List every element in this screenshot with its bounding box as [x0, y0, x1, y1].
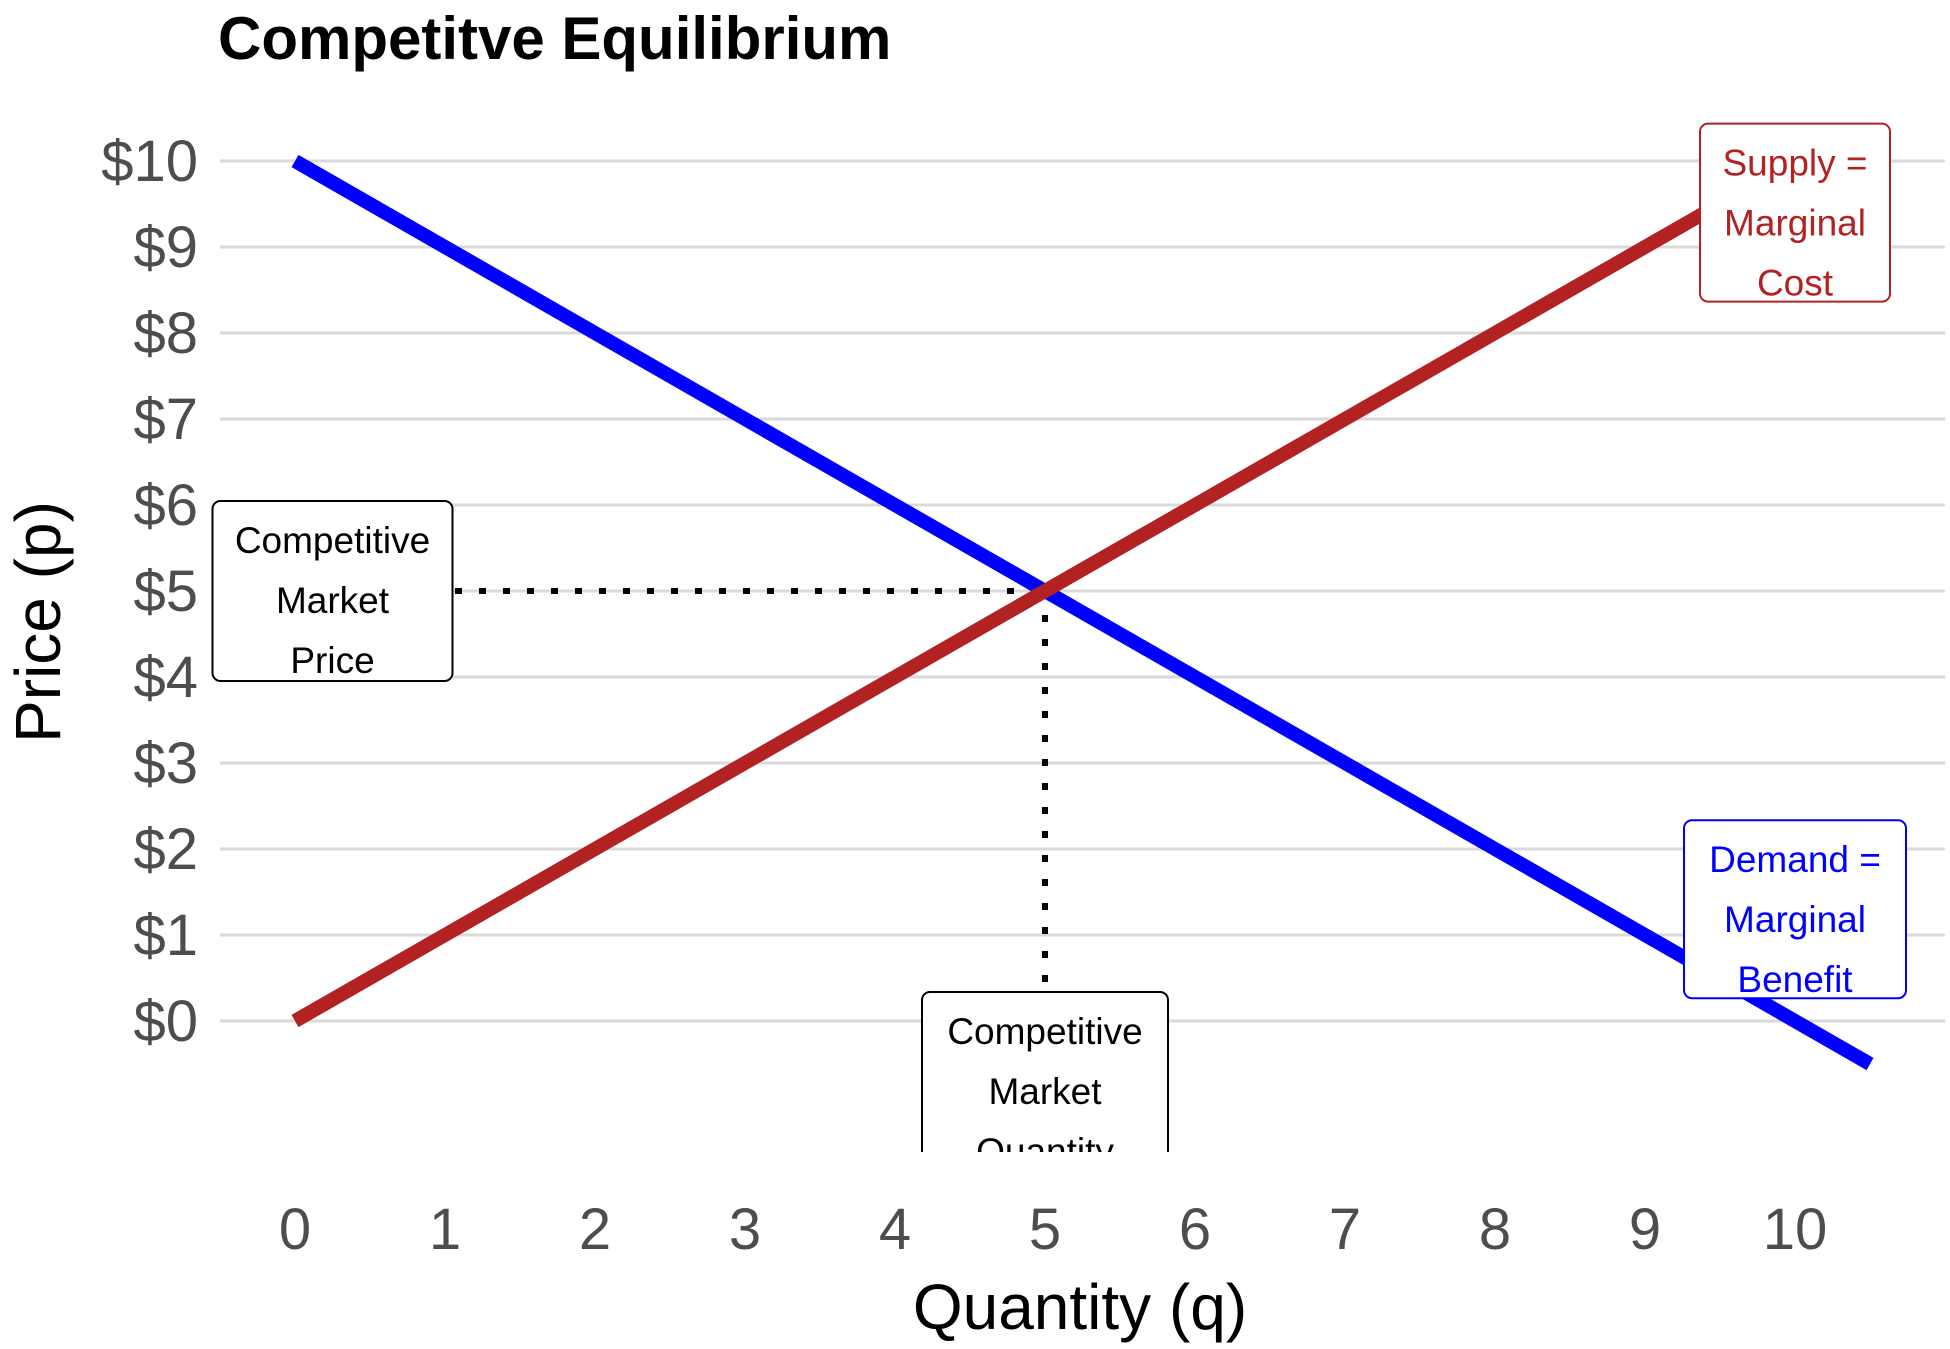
x-axis-ticks: 0 1 2 3 4 5 6 7 8 9 10 [279, 1197, 1827, 1262]
x-tick-label-4: 4 [879, 1197, 911, 1262]
demand-label-lines: Demand = Marginal Benefit [1709, 839, 1881, 1000]
equilibrium-guides [455, 588, 1048, 985]
demand-label-line-0: Demand = [1709, 839, 1881, 880]
demand-label-box [1683, 819, 1907, 1000]
y-axis-ticks: $0 $1 $2 $3 $4 $5 $6 $7 $8 $9 $10 [101, 129, 198, 1054]
y-tick-label-4: $4 [133, 645, 198, 710]
x-axis-title: Quantity (q) [913, 1271, 1247, 1343]
annotation-labels: Supply = Marginal Cost Demand = Marginal Bene… [211, 122, 1907, 1232]
demand-label: Demand = Marginal Benefit [1683, 819, 1907, 1000]
demand-line [291, 154, 1874, 1071]
supply-label: Supply = Marginal Cost [1699, 122, 1891, 304]
x-tick-label-10: 10 [1763, 1197, 1828, 1262]
x-tick-label-1: 1 [429, 1197, 461, 1262]
price-label-lines: Competitive Market Price [235, 520, 430, 681]
x-tick-label-5: 5 [1029, 1197, 1061, 1262]
y-tick-label-1: $1 [133, 903, 198, 968]
supply-label-line-2: Cost [1757, 263, 1834, 304]
supply-label-line-0: Supply = [1722, 143, 1867, 184]
panel-clip-mask [900, 1152, 1200, 1232]
y-tick-label-0: $0 [133, 989, 198, 1054]
y-tick-label-7: $7 [133, 387, 198, 452]
series-lines [291, 154, 1874, 1071]
price-label-line-0: Competitive [235, 520, 430, 561]
price-label-box [211, 500, 454, 682]
x-tick-label-6: 6 [1179, 1197, 1211, 1262]
y-tick-label-8: $8 [133, 301, 198, 366]
demand-label-line-2: Benefit [1737, 959, 1853, 1000]
chart-title: Competitve Equilibrium [218, 5, 891, 72]
y-tick-label-9: $9 [133, 215, 198, 280]
quantity-label-line-0: Competitive [947, 1011, 1142, 1052]
x-tick-label-0: 0 [279, 1197, 311, 1262]
quantity-label-line-1: Market [988, 1071, 1102, 1112]
supply-label-lines: Supply = Marginal Cost [1722, 143, 1867, 304]
x-tick-label-8: 8 [1479, 1197, 1511, 1262]
price-label-line-1: Market [276, 580, 390, 621]
x-tick-label-7: 7 [1329, 1197, 1361, 1262]
y-tick-label-2: $2 [133, 817, 198, 882]
x-tick-label-2: 2 [579, 1197, 611, 1262]
x-tick-label-9: 9 [1629, 1197, 1661, 1262]
x-tick-label-3: 3 [729, 1197, 761, 1262]
y-tick-label-6: $6 [133, 473, 198, 538]
y-tick-label-5: $5 [133, 559, 198, 624]
y-axis-title: Price (p) [2, 501, 74, 743]
supply-label-box [1699, 122, 1891, 303]
price-label: Competitive Market Price [211, 500, 454, 682]
y-tick-label-3: $3 [133, 731, 198, 796]
supply-label-line-1: Marginal [1724, 203, 1866, 244]
price-label-line-2: Price [290, 640, 374, 681]
demand-label-line-1: Marginal [1724, 899, 1866, 940]
supply-line [291, 154, 1799, 1028]
y-tick-label-10: $10 [101, 129, 198, 194]
